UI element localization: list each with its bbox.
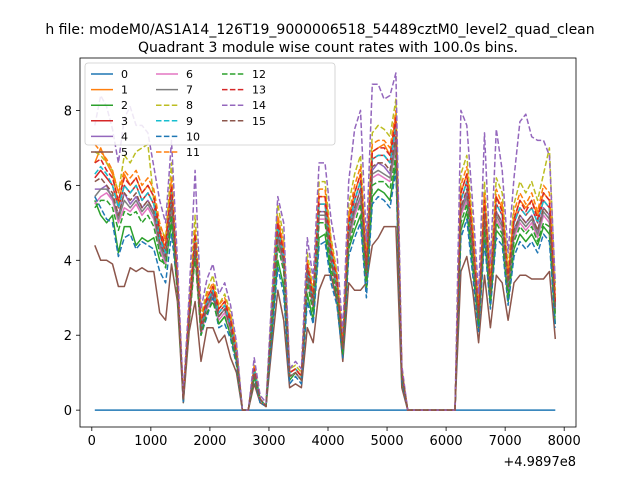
- legend-label-7: 7: [186, 84, 193, 97]
- x-axis-offset-label: +4.9897e8: [503, 455, 576, 470]
- legend-box: [84, 62, 336, 146]
- legend-label-14: 14: [252, 99, 266, 112]
- y-tick-label: 6: [64, 179, 72, 194]
- chart-suptitle: h file: modeM0/AS1A14_126T19_9000006518_…: [45, 22, 594, 38]
- series-line-13: [94, 117, 557, 411]
- chart-title: Quadrant 3 module wise count rates with …: [138, 40, 518, 56]
- y-tick-label: 0: [64, 404, 72, 419]
- legend-label-4: 4: [121, 130, 128, 143]
- legend-label-8: 8: [186, 99, 193, 112]
- x-tick-label: 8000: [548, 434, 581, 449]
- y-tick-label: 4: [64, 254, 72, 269]
- x-tick-label: 0: [88, 434, 96, 449]
- y-tick-label: 2: [64, 329, 72, 344]
- x-tick-label: 2000: [193, 434, 226, 449]
- series-line-2: [94, 162, 557, 411]
- series-line-5: [94, 225, 557, 411]
- x-tick-label: 6000: [430, 434, 463, 449]
- legend-label-1: 1: [121, 84, 128, 97]
- legend-label-9: 9: [186, 115, 193, 128]
- series-line-4: [94, 135, 557, 411]
- x-tick-label: 7000: [489, 434, 522, 449]
- legend-label-6: 6: [186, 68, 193, 81]
- legend-label-5: 5: [121, 146, 128, 159]
- x-tick-label: 4000: [311, 434, 344, 449]
- legend-label-2: 2: [121, 99, 128, 112]
- legend-label-0: 0: [121, 68, 128, 81]
- legend-label-12: 12: [252, 68, 266, 81]
- series-line-15: [94, 135, 557, 411]
- x-tick-label: 1000: [134, 434, 167, 449]
- legend-label-13: 13: [252, 84, 266, 97]
- legend-label-15: 15: [252, 115, 266, 128]
- y-tick-label: 8: [64, 104, 72, 119]
- axes-layer: 0 1000 2000 3000 4000 5000 6000 7000 8000 0 2 4 6 8: [64, 57, 581, 449]
- series-line-12: [94, 154, 557, 411]
- x-tick-label: 3000: [252, 434, 285, 449]
- legend-label-10: 10: [186, 130, 200, 143]
- legend-label-3: 3: [121, 115, 128, 128]
- x-tick-label: 5000: [371, 434, 404, 449]
- legend-label-11: 11: [186, 146, 200, 159]
- series-line-10: [94, 169, 557, 411]
